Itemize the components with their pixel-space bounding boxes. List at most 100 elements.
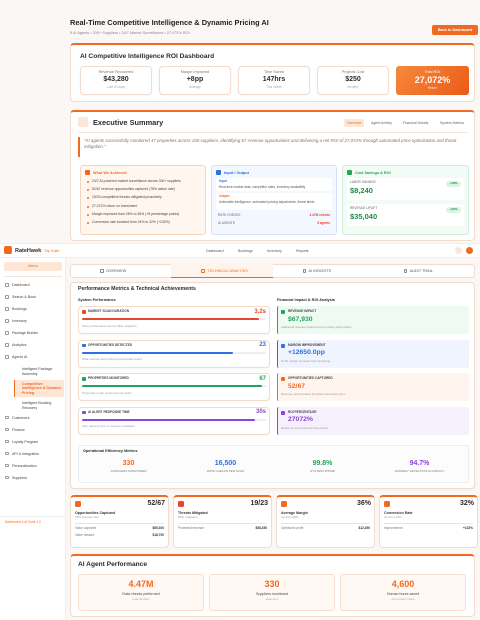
efficiency-label: Suppliers Monitored	[110, 469, 147, 473]
back-button[interactable]	[432, 25, 478, 35]
metric-note: Return on AI investment this period	[281, 425, 328, 430]
summary-row-value: $12,450	[358, 526, 370, 530]
avatar[interactable]	[466, 247, 473, 254]
sidebar-item[interactable]: Inventory	[12, 319, 27, 323]
financial-metric	[277, 406, 469, 435]
sidebar-icon	[5, 427, 9, 432]
stat-value: +8pp	[186, 76, 204, 83]
top-nav-item[interactable]: Reports	[296, 249, 309, 253]
agent-note: Last 30 days	[132, 597, 150, 601]
agent-stat	[209, 574, 335, 611]
tab-label[interactable]: Audit Trail	[409, 269, 433, 273]
bullet	[87, 181, 89, 183]
sidebar-item[interactable]: Intelligent Package Assembly	[22, 367, 53, 376]
sidebar-item[interactable]: Search & Book	[12, 295, 36, 299]
tab-label[interactable]: Technical Analysis	[207, 269, 248, 273]
sidebar	[0, 258, 66, 620]
top-nav-item[interactable]: Inventory	[267, 249, 282, 253]
sidebar-item[interactable]: Package Builder	[12, 331, 39, 335]
exec-tab[interactable]	[344, 119, 364, 127]
sidebar-item[interactable]: Loyalty Program	[12, 439, 39, 444]
bullet	[87, 213, 89, 216]
agent-note: Automation value	[391, 597, 415, 601]
agent-value: 4,600	[391, 579, 415, 589]
summary-divider	[281, 523, 370, 524]
sidebar-icon	[5, 283, 9, 287]
financial-metric	[277, 373, 469, 401]
achieved-item: 27,072% return on investment	[92, 203, 138, 208]
sidebar-item[interactable]: Customers	[12, 415, 30, 420]
sidebar-item[interactable]: Finance	[12, 427, 25, 432]
tab-active[interactable]	[171, 264, 273, 278]
brand-name: RateHawk	[15, 247, 42, 254]
back-button-label[interactable]: Back to Dashboard	[437, 27, 473, 32]
metric-label: Margin Improvement	[288, 342, 326, 347]
sidebar-icon	[5, 475, 9, 480]
stat-box	[159, 66, 231, 95]
metric-value: 27072%	[288, 416, 313, 423]
summary-value: 52/67	[147, 500, 165, 507]
top-nav-item[interactable]: Dashboard	[206, 249, 224, 253]
agent-label: Suppliers monitored	[256, 592, 288, 596]
tab-icon	[302, 269, 306, 273]
stat-label: Revenue Recovered	[98, 70, 134, 74]
cost-value: $8,240	[350, 186, 373, 195]
cost-item	[347, 178, 464, 200]
tab-label[interactable]: AI Insights	[308, 269, 332, 273]
summary-icon	[281, 501, 287, 507]
agent-label: Human hours saved	[386, 592, 420, 596]
menu-button[interactable]	[4, 262, 62, 271]
sidebar-item[interactable]: Personalization	[12, 463, 37, 468]
menu-label[interactable]: Menu	[28, 264, 38, 269]
exec-tab-label[interactable]: Agent Activity	[370, 121, 392, 125]
summary-row-label: Value missed	[75, 533, 94, 537]
top-nav-item[interactable]: Bookings	[238, 249, 253, 253]
sidebar-item[interactable]: Suppliers	[12, 475, 27, 480]
metric-icon	[281, 343, 285, 348]
sidebar-item[interactable]: Agents AI	[12, 355, 28, 359]
summary-note: Up from 28%	[281, 515, 299, 519]
metric-value: 67	[259, 375, 266, 382]
sidebar-item[interactable]: API & Integration	[12, 451, 40, 456]
tab-label[interactable]: Overview	[106, 269, 127, 273]
summary-note: 83% mitigation	[178, 515, 198, 519]
stat-box	[238, 66, 310, 95]
summary-label: Conversion Rate	[384, 511, 413, 515]
sidebar-item[interactable]: Intelligent Booking Recovery	[22, 401, 52, 410]
summary-card	[70, 495, 169, 548]
summary-value: 36%	[356, 500, 371, 507]
total-roi-box	[396, 66, 469, 95]
summary-row-label: Improvement	[384, 526, 403, 530]
sidebar-item[interactable]: Analytics	[12, 343, 27, 347]
sidebar-active[interactable]	[14, 379, 64, 398]
stat-label: Margin Improved	[180, 70, 210, 74]
sidebar-item[interactable]: Bookings	[12, 307, 27, 311]
exec-tab-label[interactable]: Financial Details	[402, 121, 429, 125]
achieved-item: 24/7 AI-powered market surveillance acro…	[92, 179, 181, 183]
exec-tab-label[interactable]: System Metrics	[440, 121, 464, 125]
summary-card	[276, 495, 375, 548]
io-stat-label: AI agents	[218, 221, 235, 225]
efficiency-value: 330	[122, 460, 135, 467]
metric-icon	[82, 410, 86, 414]
stat-box	[317, 66, 389, 95]
metric-note: Alert delivery time to revenue managers	[82, 424, 136, 428]
summary-row-label: Optimized profit	[281, 526, 304, 530]
exec-tab-label[interactable]: Overview	[346, 121, 362, 125]
system-metric	[78, 406, 270, 435]
achieved-item: 52/67 revenue opportunities captured (78…	[92, 187, 175, 192]
sidebar-item[interactable]: Dashboard	[12, 283, 30, 287]
metric-label: Properties Monitored	[88, 376, 129, 380]
metric-value: $67,930	[288, 315, 313, 323]
page-title: Real-Time Competitive Intelligence & Dyn…	[70, 18, 269, 27]
summary-row-value: +132%	[462, 526, 473, 530]
brand-logo	[4, 246, 12, 254]
sidebar-item[interactable]: Competitive Intelligence & Dynamic Prici…	[22, 381, 62, 396]
agent-stat	[78, 574, 204, 611]
summary-label: Opportunities Captured	[75, 511, 116, 515]
financial-metric	[277, 306, 469, 334]
notif-icon[interactable]	[455, 247, 462, 254]
cost-badge-label: +32%	[449, 207, 458, 212]
stat-box	[80, 66, 152, 95]
system-metric	[78, 306, 270, 334]
